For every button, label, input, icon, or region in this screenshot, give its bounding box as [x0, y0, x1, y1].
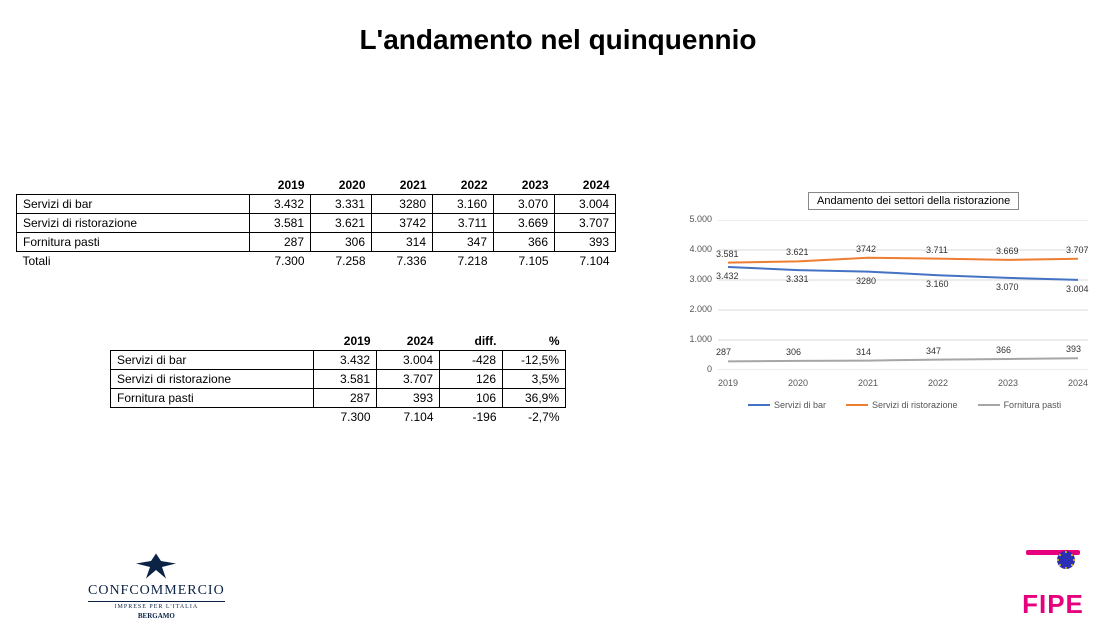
chart-ytick: 4.000 — [678, 244, 712, 254]
chart-ytick: 2.000 — [678, 304, 712, 314]
table-row: Fornitura pasti 287306314 347366393 — [17, 233, 616, 252]
fipe-icon — [1018, 548, 1088, 584]
page-title-text: L'andamento nel quinquennio — [359, 24, 756, 55]
chart-data-label: 287 — [716, 347, 731, 357]
chart-data-label: 3.707 — [1066, 245, 1089, 255]
legend-item: Servizi di ristorazione — [846, 400, 958, 410]
page-title: L'andamento nel quinquennio — [0, 24, 1116, 56]
chart-ytick: 1.000 — [678, 334, 712, 344]
chart-data-label: 3.070 — [996, 282, 1019, 292]
chart-data-label: 3.432 — [716, 271, 739, 281]
chart-xlabel: 2021 — [838, 378, 898, 388]
logo-left-sub: IMPRESE PER L'ITALIA — [88, 601, 225, 610]
chart-ytick: 5.000 — [678, 214, 712, 224]
chart-data-label: 3.581 — [716, 249, 739, 259]
chart-data-label: 3.331 — [786, 274, 809, 284]
legend-item: Fornitura pasti — [978, 400, 1062, 410]
chart-data-label: 3.160 — [926, 279, 949, 289]
chart-plot — [718, 220, 1088, 370]
logo-left-city: BERGAMO — [88, 612, 225, 620]
trend-line-chart: Andamento dei settori della ristorazione… — [678, 190, 1098, 420]
chart-data-label: 3.004 — [1066, 284, 1089, 294]
chart-data-label: 3.669 — [996, 246, 1019, 256]
chart-xlabel: 2023 — [978, 378, 1038, 388]
chart-legend: Servizi di bar Servizi di ristorazione For… — [748, 400, 1108, 410]
logo-right-text: FIPE — [1018, 589, 1088, 620]
chart-data-label: 306 — [786, 347, 801, 357]
table-row: Servizi di ristorazione 3.5813.707 1263,… — [111, 370, 566, 389]
table-by-year: 201920202021 202220232024 Servizi di bar… — [16, 176, 616, 270]
table-row-total: Totali 7.3007.2587.336 7.2187.1057.104 — [17, 252, 616, 271]
chart-data-label: 3.621 — [786, 247, 809, 257]
chart-ytick: 0 — [678, 364, 712, 374]
slide: { "title": { "text": "L'andamento nel qu… — [0, 0, 1116, 634]
table-row: Servizi di ristorazione 3.5813.6213742 3… — [17, 214, 616, 233]
chart-xlabel: 2022 — [908, 378, 968, 388]
table-compare: 20192024 diff.% Servizi di bar 3.4323.00… — [110, 332, 566, 426]
table-row: Servizi di bar 3.4323.3313280 3.1603.070… — [17, 195, 616, 214]
chart-xlabel: 2020 — [768, 378, 828, 388]
chart-xlabel: 2019 — [698, 378, 758, 388]
legend-item: Servizi di bar — [748, 400, 826, 410]
fipe-logo: FIPE — [1018, 548, 1088, 620]
confcommercio-logo: CONFCOMMERCIO IMPRESE PER L'ITALIA BERGA… — [88, 551, 225, 620]
table-row-total: 7.3007.104 -196-2,7% — [111, 408, 566, 427]
eagle-icon — [129, 551, 183, 581]
table2-header-row: 20192024 diff.% — [111, 332, 566, 351]
table1-header-row: 201920202021 202220232024 — [17, 176, 616, 195]
chart-data-label: 347 — [926, 346, 941, 356]
logo-left-name: CONFCOMMERCIO — [88, 583, 225, 599]
chart-data-label: 393 — [1066, 344, 1081, 354]
chart-data-label: 3280 — [856, 276, 876, 286]
chart-ytick: 3.000 — [678, 274, 712, 284]
chart-data-label: 366 — [996, 345, 1011, 355]
chart-data-label: 3742 — [856, 244, 876, 254]
chart-data-label: 314 — [856, 347, 871, 357]
chart-data-label: 3.711 — [926, 245, 948, 255]
table-row: Servizi di bar 3.4323.004 -428-12,5% — [111, 351, 566, 370]
table-row: Fornitura pasti 287393 10636,9% — [111, 389, 566, 408]
chart-xlabel: 2024 — [1048, 378, 1108, 388]
chart-title: Andamento dei settori della ristorazione — [808, 192, 1019, 210]
